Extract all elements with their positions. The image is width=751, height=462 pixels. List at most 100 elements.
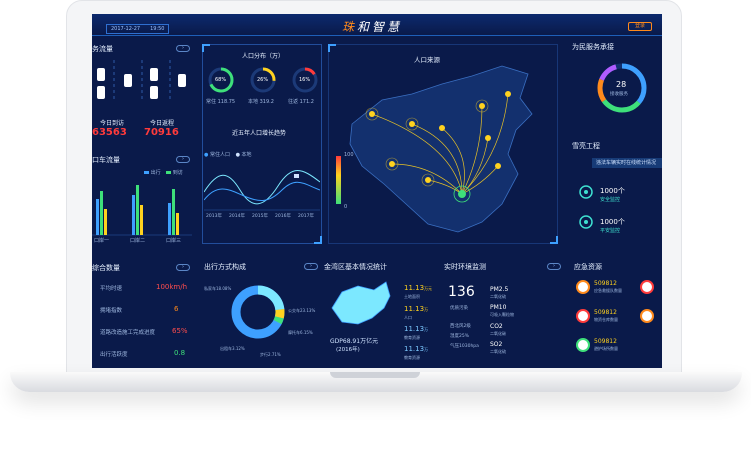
camera-icon (579, 185, 593, 199)
legend-out: 出行 (150, 170, 161, 176)
car-icon (97, 86, 105, 99)
source-point (369, 111, 375, 117)
logo-text: 和智慧 (357, 20, 403, 34)
source-point (409, 121, 415, 127)
row-label-speed: 平均时速 (100, 286, 123, 292)
trend-year-4: 2016年 (275, 214, 291, 219)
time-text: 19:50 (150, 26, 165, 32)
env-desc-1: 二氧化硫 (490, 294, 506, 299)
env-big-value: 136 (448, 284, 475, 300)
bay-stat-value-4: 11.13万 (404, 345, 429, 353)
snow-value-2: 1000个 (600, 218, 625, 226)
service-title: 为民服务承接 (572, 43, 614, 51)
bay-stat-value-1: 11.13万元 (404, 284, 433, 292)
ring-value-3: 171.2 (299, 99, 314, 105)
port-cat-2: 口岸二 (130, 238, 146, 244)
shelter-icon (576, 338, 590, 352)
trend-year-1: 2013年 (206, 214, 222, 219)
emergency-value-1: 509812 (594, 280, 617, 287)
ring-value-1: 118.75 (217, 99, 236, 105)
ring-local (250, 67, 276, 93)
row-label-activity: 出行活跃度 (100, 352, 128, 358)
monitor-notch (330, 372, 420, 378)
emergency-label-1: 应急救援队数量 (594, 288, 622, 293)
port-legend: 出行 到访 (144, 169, 183, 176)
travel-donut (231, 285, 285, 339)
service-donut (597, 63, 647, 113)
today-in-label: 今日到访 (100, 120, 125, 127)
row-value-congestion: 6 (174, 305, 179, 313)
row-value-road: 65% (172, 327, 188, 335)
emergency-label-3: 避护场所数量 (594, 346, 618, 351)
ring-value-2: 319.2 (259, 99, 274, 105)
login-button[interactable]: 登录 (628, 22, 652, 31)
destination-point (458, 190, 466, 198)
bar-mark (168, 203, 171, 235)
source-points (369, 91, 511, 183)
row-value-speed: 100km/h (156, 283, 188, 291)
team-icon (640, 280, 654, 294)
trend-line-chart (204, 170, 320, 211)
composite-title: 综合数量 (92, 264, 120, 272)
trend-series-resident (204, 170, 320, 205)
env-mini-2: 湿度25% (450, 334, 470, 339)
heat-legend-min: 0 (344, 204, 348, 210)
trend-legend-2: 本地 (241, 152, 252, 158)
bar-mark (132, 195, 135, 235)
row-value-activity: 0.8 (174, 349, 186, 357)
source-point (389, 161, 395, 167)
ring-caption-3: 往返 171.2 (288, 98, 314, 105)
snow-title: 雪亮工程 (572, 142, 600, 150)
ring-pct-3: 16% (299, 77, 311, 83)
ring-pct-1: 68% (215, 77, 227, 83)
monitor-base (10, 372, 742, 392)
service-segment (597, 63, 647, 113)
composite-more-button[interactable]: › (176, 264, 190, 271)
today-in-value: 63563 (92, 127, 127, 138)
snow-icons (579, 185, 593, 229)
trend-year-3: 2015年 (252, 214, 268, 219)
bay-gdp: GDP68.91万亿元 (330, 338, 379, 345)
traffic-title: 务流量 (92, 45, 113, 53)
env-more-button[interactable]: › (547, 263, 561, 270)
trend-series-local (204, 181, 320, 201)
car-icon (124, 74, 132, 87)
emergency-value-2: 509812 (594, 309, 617, 316)
travel-label-5: 步行2.71% (260, 352, 281, 357)
trend-year-2: 2014年 (229, 214, 245, 219)
dashboard-screen: 2017-12-27 19:50 珠和智慧 登录 务流量 › (92, 14, 662, 368)
car-icon (150, 68, 158, 81)
bay-shape (331, 281, 391, 325)
port-more-button[interactable]: › (176, 156, 190, 163)
traffic-more-button[interactable]: › (176, 45, 190, 52)
bay-stat-label-3: 教育资源 (404, 335, 420, 340)
ring-caption-2: 本地 319.2 (248, 98, 274, 105)
today-out-label: 今日返程 (150, 120, 175, 127)
bar-mark (172, 189, 175, 235)
car-icon (178, 74, 186, 87)
bay-title: 金湾区基本情况统计 (324, 263, 387, 271)
source-point (485, 135, 491, 141)
trend-legend-1: 常住人口 (209, 152, 230, 158)
travel-more-button[interactable]: › (304, 263, 318, 270)
travel-label-4: 出租车3.12% (220, 346, 245, 351)
bar-mark (96, 199, 99, 235)
env-item-1: PM2.5 (490, 286, 509, 293)
source-point (439, 125, 445, 131)
env-item-2: PM10 (490, 304, 507, 311)
ring-return (292, 67, 318, 93)
travel-label-1: 私家车18.08% (204, 286, 232, 291)
emergency-label-2: 物资仓库数量 (594, 317, 618, 322)
row-label-congestion: 拥堵指数 (100, 308, 123, 314)
ring-label-1: 常住 (206, 99, 217, 105)
bay-gdp-year: (2016年) (336, 347, 360, 353)
source-point (495, 163, 501, 169)
china-source-map (336, 65, 533, 233)
map-panel (328, 44, 558, 244)
ring-caption-1: 常住 118.75 (206, 98, 235, 105)
travel-label-3: 摩托车6.15% (288, 330, 313, 335)
population-panel (202, 44, 322, 244)
camera-icon (579, 215, 593, 229)
top-bar: 2017-12-27 19:50 珠和智慧 登录 (92, 14, 662, 36)
